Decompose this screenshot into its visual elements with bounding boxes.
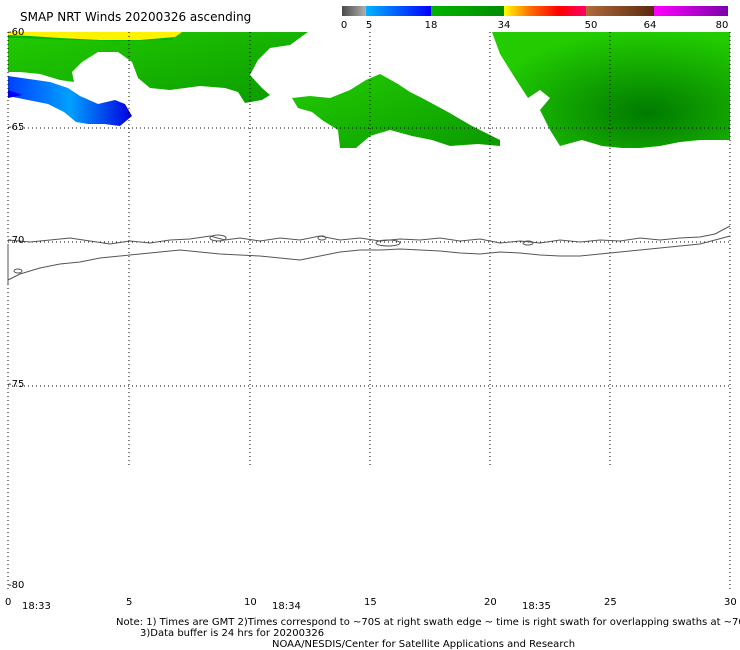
- colorbar-label-5: 5: [365, 20, 373, 31]
- colorbar-label-64: 64: [643, 20, 657, 31]
- y-label-minus80: -80: [8, 580, 25, 591]
- x-label-20: 20: [484, 597, 497, 608]
- x-label-25: 25: [604, 597, 617, 608]
- colorbar-seg-64-80: [654, 6, 728, 16]
- colorbar-label-18: 18: [424, 20, 438, 31]
- colorbar-label-0: 0: [340, 20, 348, 31]
- colorbar-label-34: 34: [497, 20, 511, 31]
- wind-swath-left: [8, 32, 308, 126]
- wind-swath-middle: [292, 74, 500, 148]
- y-label-minus75: -75: [8, 379, 25, 390]
- y-label-minus60: -60: [8, 27, 25, 38]
- colorbar-seg-50-64: [586, 6, 654, 16]
- time-label-1834: 18:34: [272, 601, 301, 612]
- colorbar-label-80: 80: [715, 20, 729, 31]
- wind-swath-right: [492, 32, 730, 148]
- footer-note-line2: 3)Data buffer is 24 hrs for 20200326: [140, 628, 325, 639]
- x-label-10: 10: [244, 597, 257, 608]
- colorbar: [342, 6, 728, 16]
- colorbar-label-50: 50: [584, 20, 598, 31]
- colorbar-seg-0-5: [342, 6, 366, 16]
- colorbar-seg-18-34: [431, 6, 504, 16]
- map-title: SMAP NRT Winds 20200326 ascending: [20, 10, 252, 24]
- coastline: [7, 225, 731, 284]
- x-label-0: 0: [5, 597, 12, 608]
- y-label-minus70: -70: [8, 235, 25, 246]
- colorbar-seg-5-18: [366, 6, 431, 16]
- time-label-1833: 18:33: [22, 601, 51, 612]
- map-grid: [8, 32, 730, 465]
- footer-credit: NOAA/NESDIS/Center for Satellite Applica…: [272, 639, 576, 650]
- footer-note-line1: Note: 1) Times are GMT 2)Times correspon…: [116, 617, 740, 628]
- x-label-15: 15: [364, 597, 377, 608]
- x-label-5: 5: [126, 597, 133, 608]
- y-label-minus65: -65: [8, 122, 25, 133]
- time-label-1835: 18:35: [522, 601, 551, 612]
- x-label-30: 30: [724, 597, 737, 608]
- colorbar-seg-34-50: [504, 6, 586, 16]
